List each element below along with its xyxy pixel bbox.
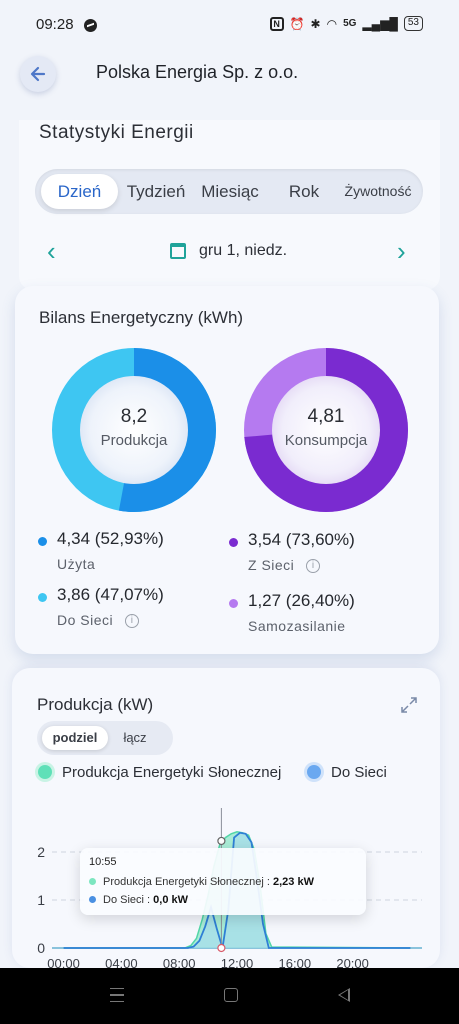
chart-tooltip: 10:55 Produkcja Energetyki Słonecznej : … bbox=[80, 848, 366, 915]
recent-apps-icon[interactable] bbox=[110, 988, 124, 1002]
bluetooth-icon: ✱ bbox=[310, 16, 321, 31]
used-label: Użyta bbox=[57, 556, 96, 572]
x-tick-label: 20:00 bbox=[336, 956, 369, 968]
from-grid-row: Z Sieci i bbox=[248, 557, 321, 574]
self-supply-label: Samozasilanie bbox=[248, 618, 346, 634]
info-icon[interactable]: i bbox=[306, 559, 321, 574]
to-grid-dot-icon bbox=[38, 593, 47, 602]
date-row: ‹ gru 1, niedz. › bbox=[19, 238, 440, 266]
tab-month[interactable]: Miesiąc bbox=[201, 182, 259, 201]
to-grid-legend-label: Do Sieci bbox=[331, 764, 387, 781]
calendar-icon bbox=[170, 243, 186, 259]
consumption-donut: 4,81 Konsumpcja bbox=[244, 348, 408, 512]
status-icons: N ⏰ ✱ ◠ 5G ▂▄▆█ 53 bbox=[269, 16, 423, 31]
y-tick-label: 2 bbox=[37, 844, 45, 860]
x-tick-label: 12:00 bbox=[221, 956, 254, 968]
consumption-total: 4,81 bbox=[307, 406, 345, 427]
period-tabs: Dzień Tydzień Miesiąc Rok Żywotność bbox=[35, 169, 423, 214]
x-tick-label: 00:00 bbox=[47, 956, 80, 968]
status-time: 09:28 bbox=[36, 16, 74, 33]
tooltip-row-grid: Do Sieci : 0,0 kW bbox=[89, 894, 188, 906]
production-card: Produkcja (kW) podziel łącz Produkcja En… bbox=[12, 668, 440, 968]
to-grid-marker-point bbox=[217, 943, 226, 953]
tab-split[interactable]: podziel bbox=[42, 726, 108, 750]
stats-card: Statystyki Energii Dzień Tydzień Miesiąc… bbox=[19, 120, 440, 290]
date-label[interactable]: gru 1, niedz. bbox=[199, 242, 288, 259]
tab-week[interactable]: Tydzień bbox=[126, 182, 186, 201]
tooltip-grid-dot-icon bbox=[89, 896, 96, 903]
to-grid-row: Do Sieci i bbox=[57, 612, 140, 629]
messenger-icon bbox=[84, 19, 97, 32]
tooltip-solar-value: 2,23 kW bbox=[273, 876, 314, 888]
consumption-label: Konsumpcja bbox=[284, 432, 368, 449]
to-grid-value: 3,86 (47,07%) bbox=[57, 585, 164, 604]
stats-title: Statystyki Energii bbox=[39, 122, 194, 143]
info-icon[interactable]: i bbox=[125, 614, 140, 629]
nfc-icon: N bbox=[269, 16, 284, 31]
page-title: Polska Energia Sp. z o.o. bbox=[96, 62, 299, 82]
status-bar: 09:28 N ⏰ ✱ ◠ 5G ▂▄▆█ 53 bbox=[0, 0, 459, 52]
to-grid-series-dot-icon bbox=[307, 765, 321, 779]
production-label: Produkcja bbox=[100, 432, 168, 449]
y-tick-label: 1 bbox=[37, 892, 45, 908]
tab-lifetime[interactable]: Żywotność bbox=[344, 183, 412, 199]
solar-dot-icon bbox=[38, 765, 52, 779]
tab-year[interactable]: Rok bbox=[288, 182, 320, 201]
network-type-label: 5G bbox=[343, 18, 357, 29]
tab-day[interactable]: Dzień bbox=[41, 174, 118, 209]
x-tick-label: 16:00 bbox=[279, 956, 312, 968]
next-date-button[interactable]: › bbox=[397, 236, 406, 266]
from-grid-value: 3,54 (73,60%) bbox=[248, 530, 355, 549]
back-button[interactable] bbox=[20, 56, 56, 92]
self-supply-value: 1,27 (26,40%) bbox=[248, 591, 355, 610]
production-total: 8,2 bbox=[120, 406, 148, 427]
used-value: 4,34 (52,93%) bbox=[57, 529, 164, 548]
production-donut-chart bbox=[52, 348, 216, 512]
tooltip-solar-label: Produkcja Energetyki Słonecznej : bbox=[103, 876, 270, 888]
previous-date-button[interactable]: ‹ bbox=[47, 236, 56, 266]
home-icon[interactable] bbox=[224, 988, 238, 1002]
system-nav-bar bbox=[0, 968, 459, 1024]
from-grid-label: Z Sieci bbox=[248, 557, 295, 573]
expand-icon[interactable] bbox=[400, 696, 418, 714]
solar-marker-point bbox=[217, 836, 226, 846]
tooltip-grid-label: Do Sieci : bbox=[103, 894, 151, 906]
balance-card: Bilans Energetyczny (kWh) 8,2 Produkcja bbox=[15, 286, 439, 654]
tooltip-row-solar: Produkcja Energetyki Słonecznej : 2,23 k… bbox=[89, 876, 314, 888]
tooltip-solar-dot-icon bbox=[89, 878, 96, 885]
signal-icon: ▂▄▆█ bbox=[362, 16, 398, 31]
consumption-donut-chart bbox=[244, 348, 408, 512]
production-title: Produkcja (kW) bbox=[37, 695, 154, 714]
to-grid-label: Do Sieci bbox=[57, 612, 114, 628]
wifi-icon: ◠ bbox=[326, 16, 338, 31]
y-tick-label: 0 bbox=[37, 940, 45, 956]
system-back-icon[interactable] bbox=[338, 988, 350, 1002]
x-tick-label: 08:00 bbox=[163, 956, 196, 968]
x-tick-label: 04:00 bbox=[105, 956, 138, 968]
battery-icon: 53 bbox=[403, 16, 423, 31]
production-used-segment bbox=[52, 348, 216, 512]
solar-legend-label: Produkcja Energetyki Słonecznej bbox=[62, 764, 282, 781]
mode-tabs: podziel łącz bbox=[37, 721, 173, 755]
tab-merge[interactable]: łącz bbox=[123, 730, 147, 745]
self-supply-dot-icon bbox=[229, 599, 238, 608]
alarm-icon: ⏰ bbox=[289, 16, 305, 31]
arrow-left-icon bbox=[30, 66, 46, 82]
tooltip-grid-value: 0,0 kW bbox=[153, 894, 188, 906]
balance-title: Bilans Energetyczny (kWh) bbox=[39, 308, 244, 327]
from-grid-dot-icon bbox=[229, 538, 238, 547]
production-donut: 8,2 Produkcja bbox=[52, 348, 216, 512]
consumption-grid-segment bbox=[244, 348, 408, 512]
tooltip-time: 10:55 bbox=[89, 856, 117, 868]
used-dot-icon bbox=[38, 537, 47, 546]
